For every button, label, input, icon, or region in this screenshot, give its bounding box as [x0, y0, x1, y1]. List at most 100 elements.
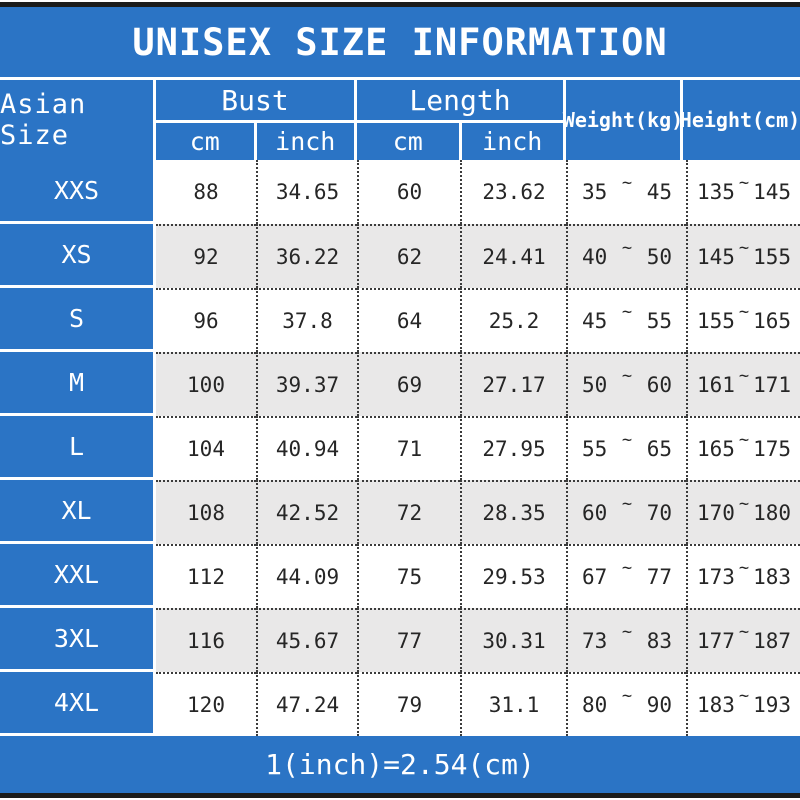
- tilde-glyph: ~: [738, 430, 750, 450]
- height-min: 170: [697, 501, 735, 525]
- bust-cm-cell: 104: [156, 416, 256, 480]
- height-cell: 145 ~155: [686, 224, 800, 288]
- top-edge: [0, 0, 800, 2]
- tilde-glyph: ~: [738, 558, 750, 578]
- tilde-glyph: ~: [621, 173, 633, 193]
- size-cell: S: [0, 288, 156, 352]
- weight-max: 90: [646, 693, 672, 717]
- weight-max: 45: [646, 180, 672, 204]
- weight-min: 73: [582, 629, 608, 653]
- weight-cell: 55 ~65: [566, 416, 686, 480]
- height-min: 161: [697, 373, 735, 397]
- length-inch-cell: 24.41: [460, 224, 566, 288]
- table-row: L 104 40.94 71 27.95 55 ~65 165 ~175: [0, 416, 800, 480]
- weight-cell: 35 ~45: [566, 160, 686, 224]
- page-title: UNISEX SIZE INFORMATION: [132, 20, 668, 64]
- weight-min: 67: [582, 565, 608, 589]
- length-cm-cell: 69: [357, 352, 460, 416]
- weight-max: 70: [646, 501, 672, 525]
- size-cell: XL: [0, 480, 156, 544]
- table-row: XXS 88 34.65 60 23.62 35 ~45 135 ~145: [0, 160, 800, 224]
- height-min: 145: [697, 245, 735, 269]
- height-cell: 165 ~175: [686, 416, 800, 480]
- header-length-label: Length: [357, 80, 563, 123]
- tilde-glyph: ~: [738, 238, 750, 258]
- size-cell: L: [0, 416, 156, 480]
- tilde-glyph: ~: [621, 238, 633, 258]
- weight-min: 35: [582, 180, 608, 204]
- weight-cell: 73 ~83: [566, 608, 686, 672]
- tilde-glyph: ~: [738, 173, 750, 193]
- header-bust-cm: cm: [189, 127, 220, 156]
- size-cell: M: [0, 352, 156, 416]
- height-min: 183: [697, 693, 735, 717]
- weight-cell: 45 ~55: [566, 288, 686, 352]
- tilde-glyph: ~: [621, 494, 633, 514]
- bust-inch-cell: 45.67: [256, 608, 357, 672]
- weight-max: 65: [646, 437, 672, 461]
- tilde-glyph: ~: [621, 302, 633, 322]
- tilde-glyph: ~: [738, 622, 750, 642]
- tilde-glyph: ~: [738, 494, 750, 514]
- bust-inch-cell: 44.09: [256, 544, 357, 608]
- footer-band: 1(inch)=2.54(cm): [0, 736, 800, 793]
- header-group-bust: Bust cm inch: [156, 80, 357, 160]
- bust-cm-cell: 120: [156, 672, 256, 736]
- bust-cm-cell: 108: [156, 480, 256, 544]
- weight-cell: 67 ~77: [566, 544, 686, 608]
- tilde-glyph: ~: [738, 686, 750, 706]
- table-row: XL 108 42.52 72 28.35 60 ~70 170 ~180: [0, 480, 800, 544]
- weight-max: 77: [646, 565, 672, 589]
- length-inch-cell: 27.95: [460, 416, 566, 480]
- height-min: 173: [697, 565, 735, 589]
- height-max: 183: [753, 565, 791, 589]
- bust-cm-cell: 112: [156, 544, 256, 608]
- bust-inch-cell: 37.8: [256, 288, 357, 352]
- tilde-glyph: ~: [738, 302, 750, 322]
- bottom-edge: [0, 798, 800, 800]
- length-inch-cell: 27.17: [460, 352, 566, 416]
- bust-inch-cell: 42.52: [256, 480, 357, 544]
- weight-cell: 50 ~60: [566, 352, 686, 416]
- table-header: Asian Size Bust cm inch Length cm inch W…: [0, 80, 800, 160]
- header-length-cm: cm: [392, 127, 423, 156]
- weight-cell: 80 ~90: [566, 672, 686, 736]
- length-inch-cell: 28.35: [460, 480, 566, 544]
- height-cell: 135 ~145: [686, 160, 800, 224]
- height-min: 165: [697, 437, 735, 461]
- length-cm-cell: 62: [357, 224, 460, 288]
- bust-inch-cell: 34.65: [256, 160, 357, 224]
- tilde-glyph: ~: [621, 558, 633, 578]
- bust-cm-cell: 100: [156, 352, 256, 416]
- title-band: UNISEX SIZE INFORMATION: [0, 7, 800, 77]
- length-inch-cell: 23.62: [460, 160, 566, 224]
- weight-min: 40: [582, 245, 608, 269]
- table-row: 3XL 116 45.67 77 30.31 73 ~83 177 ~187: [0, 608, 800, 672]
- header-bust-label: Bust: [156, 80, 354, 123]
- table-row: XS 92 36.22 62 24.41 40 ~50 145 ~155: [0, 224, 800, 288]
- length-cm-cell: 79: [357, 672, 460, 736]
- tilde-glyph: ~: [621, 622, 633, 642]
- height-cell: 155 ~165: [686, 288, 800, 352]
- weight-min: 45: [582, 309, 608, 333]
- height-min: 177: [697, 629, 735, 653]
- height-min: 135: [697, 180, 735, 204]
- height-cell: 173 ~183: [686, 544, 800, 608]
- top-black-bar: [0, 2, 800, 7]
- length-cm-cell: 72: [357, 480, 460, 544]
- header-bust-inch: inch: [253, 123, 355, 160]
- length-cm-cell: 71: [357, 416, 460, 480]
- bust-cm-cell: 116: [156, 608, 256, 672]
- weight-min: 50: [582, 373, 608, 397]
- weight-min: 55: [582, 437, 608, 461]
- size-cell: 3XL: [0, 608, 156, 672]
- height-cell: 183 ~193: [686, 672, 800, 736]
- length-cm-cell: 75: [357, 544, 460, 608]
- bust-inch-cell: 36.22: [256, 224, 357, 288]
- header-bust-subrow: cm inch: [156, 123, 354, 160]
- length-cm-cell: 64: [357, 288, 460, 352]
- length-inch-cell: 29.53: [460, 544, 566, 608]
- weight-min: 80: [582, 693, 608, 717]
- size-cell: XXL: [0, 544, 156, 608]
